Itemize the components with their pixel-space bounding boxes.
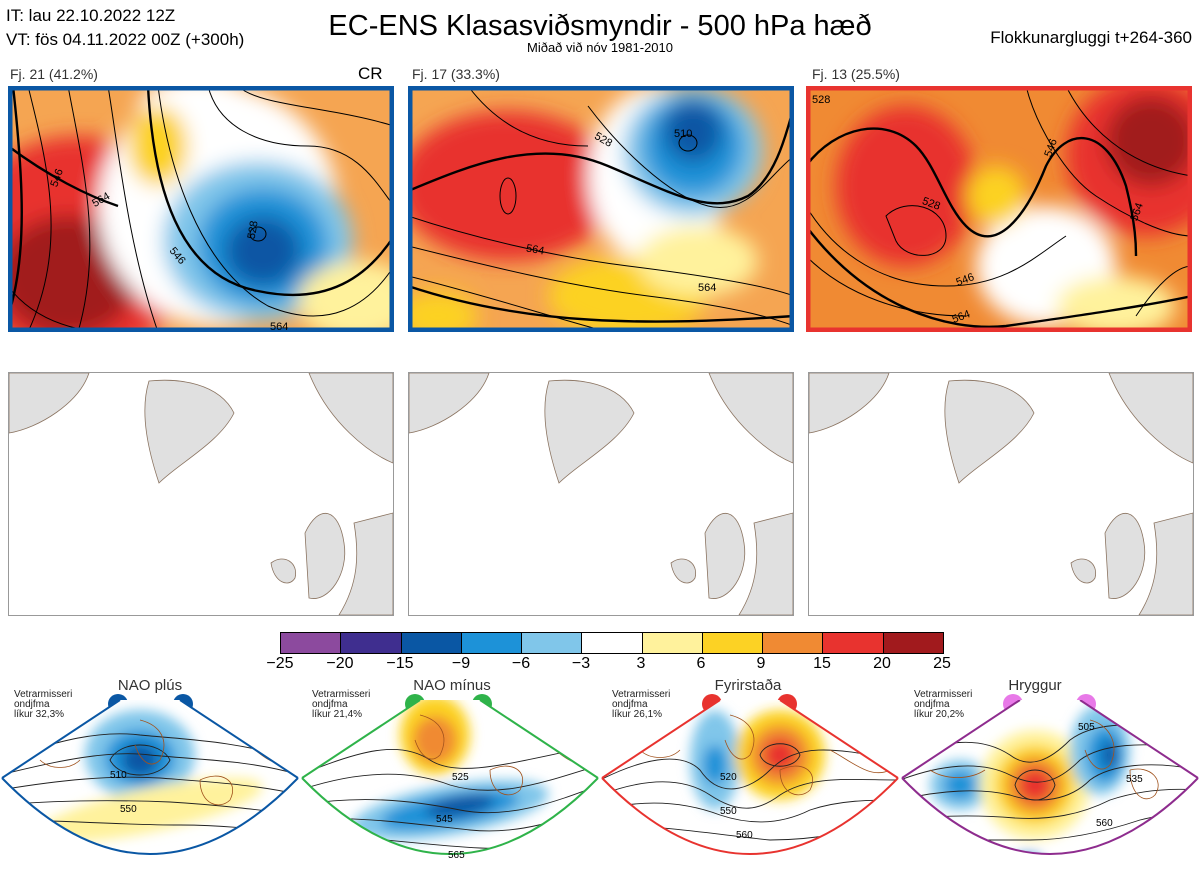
regime-2-note: Vetrarmisseri ondjfma líkur 21,4%	[312, 689, 371, 720]
colorbar-bin	[642, 633, 703, 653]
cluster-1-badge: CR	[358, 64, 383, 83]
regime-contour-label: 545	[436, 814, 453, 825]
regime-contour-label: 560	[1096, 818, 1113, 829]
regime-1-title: NAO plús	[117, 677, 183, 694]
colorbar-bin	[702, 633, 764, 653]
colorbar-bin	[461, 633, 523, 653]
basemap-1	[8, 372, 394, 616]
basemap-3	[808, 372, 1194, 616]
contour-label: 564	[698, 282, 717, 294]
colorbar-tick: 9	[756, 655, 766, 672]
page-title: EC-ENS Klasasviðsmyndir - 500 hPa hæð	[328, 10, 872, 42]
colorbar-tick: −6	[511, 655, 531, 672]
regime-3-title: Fyrirstaða	[714, 677, 782, 694]
regime-contour-label: 520	[720, 772, 737, 783]
regime-1-map: 510 550	[0, 700, 300, 871]
colorbar-tick: −9	[451, 655, 471, 672]
colorbar-bin	[281, 633, 342, 653]
header-info: IT: lau 22.10.2022 12Z VT: fös 04.11.202…	[6, 4, 244, 52]
regime-2-title: NAO mínus	[413, 677, 491, 694]
regime-contour-label: 560	[736, 830, 753, 841]
colorbar-bin	[341, 633, 402, 653]
regime-3-note: Vetrarmisseri ondjfma líkur 26,1%	[612, 689, 671, 720]
regime-2-map: 525 545 565	[300, 700, 600, 871]
classification-window: Flokkunargluggi t+264-360	[990, 28, 1192, 47]
cluster-3-label: Fj. 13 (25.5%)	[812, 66, 900, 82]
regime-contour-label: 550	[720, 806, 737, 817]
colorbar-tick: −3	[571, 655, 591, 672]
colorbar-tick: 15	[813, 655, 831, 672]
colorbar-bin	[522, 633, 583, 653]
colorbar-tick: −25	[266, 655, 294, 672]
regime-1-note: Vetrarmisseri ondjfma líkur 32,3%	[14, 689, 73, 720]
regime-4-title: Hryggur	[1008, 677, 1062, 694]
colorbar-bin	[582, 633, 643, 653]
colorbar-bin	[401, 633, 462, 653]
cluster-2-label: Fj. 17 (33.3%)	[412, 66, 500, 82]
colorbar-bin	[823, 633, 884, 653]
colorbar-tick: 20	[873, 655, 891, 672]
regime-4-note: Vetrarmisseri ondjfma líkur 20,2%	[914, 689, 973, 720]
basemap-2	[408, 372, 794, 616]
cluster-1-map: 546 564 546 528 564	[8, 86, 394, 332]
cluster-1-label: Fj. 21 (41.2%)	[10, 66, 98, 82]
cluster-2-map: 528 510 564 564	[408, 86, 794, 332]
colorbar	[280, 632, 944, 654]
cluster-3-map: 528 528 546 546 564 564	[806, 86, 1192, 332]
regime-3-map: 520 550 560	[600, 700, 900, 871]
colorbar-tick: 6	[696, 655, 706, 672]
colorbar-tick: −20	[326, 655, 354, 672]
regime-contour-label: 565	[448, 850, 465, 861]
regime-contour-label: 550	[120, 804, 137, 815]
regime-4-map: 505 535 560	[900, 700, 1200, 871]
regime-contour-label: 510	[110, 770, 127, 781]
regime-contour-label: 525	[452, 772, 469, 783]
initial-time: IT: lau 22.10.2022 12Z	[6, 6, 176, 25]
colorbar-tick: 25	[933, 655, 951, 672]
colorbar-tick: −15	[386, 655, 414, 672]
colorbar-bin	[883, 633, 943, 653]
contour-label: 528	[812, 94, 831, 106]
page-subtitle: Miðað við nóv 1981-2010	[527, 40, 673, 55]
regime-contour-label: 535	[1126, 774, 1143, 785]
valid-time: VT: fös 04.11.2022 00Z (+300h)	[6, 30, 245, 49]
colorbar-tick: 3	[636, 655, 646, 672]
regime-contour-label: 505	[1078, 722, 1095, 733]
contour-label: 564	[270, 321, 289, 332]
colorbar-bin	[763, 633, 824, 653]
contour-label: 510	[674, 128, 693, 140]
